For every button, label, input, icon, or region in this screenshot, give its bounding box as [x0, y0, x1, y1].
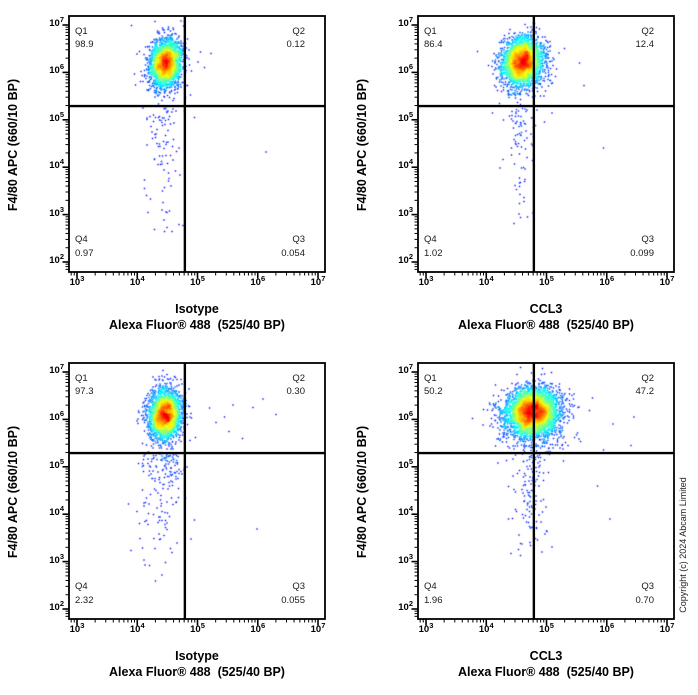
y-axis-tick-label-10e4: 104 [398, 157, 413, 172]
x-axis-tick-label-10e3: 103 [69, 274, 85, 288]
quadrant-value-q4: 2.32 [75, 595, 94, 606]
quadrant-label-q2: Q2 [292, 26, 305, 37]
x-axis-title-line2: Alexa Fluor® 488 (525/40 BP) [458, 318, 634, 332]
quadrant-label-q3: Q3 [292, 234, 305, 245]
axes-frame [62, 15, 326, 279]
y-axis-tick-label-10e3: 103 [398, 204, 413, 219]
axes-frame [411, 362, 675, 626]
x-axis-tick-label-10e5: 105 [190, 621, 205, 635]
y-axis-tick-label-10e6: 106 [49, 409, 64, 424]
x-axis-tick-label-10e3: 103 [418, 274, 434, 288]
x-axis-tick-label-10e7: 107 [659, 621, 675, 635]
y-axis-tick-label-10e2: 102 [398, 251, 413, 266]
x-axis-tick-label-10e4: 104 [478, 621, 494, 635]
y-axis-tick-label-10e7: 107 [49, 362, 64, 376]
flow-plot-isotype-rep1: F4/80 APC (660/10 BP) 103 104 105 106 107 102 1… [0, 0, 349, 348]
quadrant-label-q4: Q4 [424, 581, 437, 592]
y-axis-tick-label-10e6: 106 [49, 62, 64, 77]
scatter-canvas [69, 363, 325, 619]
x-axis-tick-label-10e6: 106 [599, 274, 615, 288]
quadrant-value-q2: 0.12 [286, 39, 306, 50]
copyright-notice: Copyright (c) 2024 Abcam Limited [678, 477, 688, 613]
x-axis-title-line1: CCL3 [529, 302, 563, 316]
axes-frame [62, 362, 326, 626]
scatter-canvas [418, 363, 674, 619]
axes-frame [411, 15, 675, 279]
quadrant-label-q2: Q2 [641, 373, 654, 384]
quadrant-label-q4: Q4 [75, 234, 88, 245]
x-axis-tick-label-10e7: 107 [310, 274, 326, 288]
flow-plot-ccl3-rep2: F4/80 APC (660/10 BP) 103 104 105 106 107 102 1… [349, 347, 698, 695]
x-axis-tick-label-10e6: 106 [250, 621, 266, 635]
x-axis-tick-label-10e6: 106 [599, 621, 615, 635]
quadrant-value-q3: 0.70 [635, 595, 655, 606]
quadrant-value-q1: 50.2 [424, 386, 443, 397]
flow-plot-isotype-rep2: F4/80 APC (660/10 BP) 103 104 105 106 107 102 1… [0, 347, 349, 695]
x-axis-tick-label-10e5: 105 [539, 621, 554, 635]
x-axis-tick-label-10e5: 105 [190, 274, 205, 288]
y-axis-tick-label-10e7: 107 [49, 15, 64, 29]
y-axis-tick-label-10e4: 104 [49, 157, 64, 172]
x-axis-tick-label-10e4: 104 [129, 621, 145, 635]
y-axis-tick-label-10e2: 102 [49, 598, 64, 613]
quadrant-value-q1: 97.3 [75, 386, 94, 397]
quadrant-label-q3: Q3 [641, 234, 654, 245]
quadrant-value-q1: 86.4 [424, 39, 443, 50]
quadrant-value-q2: 0.30 [286, 386, 306, 397]
x-axis-tick-label-10e4: 104 [478, 274, 494, 288]
quadrant-value-q3: 0.055 [281, 595, 305, 606]
y-axis-tick-label-10e6: 106 [398, 62, 413, 77]
x-axis-tick-label-10e5: 105 [539, 274, 554, 288]
y-axis-tick-label-10e4: 104 [398, 504, 413, 519]
quadrant-label-q3: Q3 [641, 581, 654, 592]
quadrant-value-q3: 0.054 [281, 248, 305, 259]
quadrant-label-q1: Q1 [424, 26, 437, 37]
quadrant-value-q4: 0.97 [75, 248, 94, 259]
quadrant-label-q2: Q2 [641, 26, 654, 37]
quadrant-value-q1: 98.9 [75, 39, 94, 50]
y-axis-tick-label-10e3: 103 [49, 551, 64, 566]
x-axis-title-line2: Alexa Fluor® 488 (525/40 BP) [109, 665, 285, 679]
x-axis-tick-label-10e7: 107 [659, 274, 675, 288]
quadrant-value-q4: 1.02 [424, 248, 443, 259]
y-axis-tick-label-10e5: 105 [49, 456, 64, 471]
y-axis-tick-label-10e2: 102 [49, 251, 64, 266]
quadrant-label-q2: Q2 [292, 373, 305, 384]
x-axis-tick-label-10e3: 103 [69, 621, 85, 635]
y-axis-tick-label-10e4: 104 [49, 504, 64, 519]
y-axis-tick-label-10e5: 105 [398, 456, 413, 471]
x-axis-tick-label-10e7: 107 [310, 621, 326, 635]
x-axis-title-line1: Isotype [175, 649, 219, 663]
scatter-canvas [69, 16, 325, 272]
y-axis-tick-label-10e5: 105 [398, 109, 413, 124]
x-axis-tick-label-10e6: 106 [250, 274, 266, 288]
x-axis-title-line1: Isotype [175, 302, 219, 316]
x-axis-tick-label-10e4: 104 [129, 274, 145, 288]
quadrant-value-q3: 0.099 [630, 248, 654, 259]
x-axis-tick-label-10e3: 103 [418, 621, 434, 635]
quadrant-label-q1: Q1 [424, 373, 437, 384]
quadrant-value-q2: 47.2 [635, 386, 655, 397]
y-axis-tick-label-10e6: 106 [398, 409, 413, 424]
quadrant-label-q4: Q4 [75, 581, 88, 592]
quadrant-value-q2: 12.4 [635, 39, 655, 50]
quadrant-label-q1: Q1 [75, 373, 88, 384]
x-axis-title-line2: Alexa Fluor® 488 (525/40 BP) [458, 665, 634, 679]
y-axis-tick-label-10e3: 103 [49, 204, 64, 219]
y-axis-tick-label-10e7: 107 [398, 15, 413, 29]
quadrant-label-q3: Q3 [292, 581, 305, 592]
quadrant-label-q4: Q4 [424, 234, 437, 245]
y-axis-tick-label-10e5: 105 [49, 109, 64, 124]
scatter-canvas [418, 16, 674, 272]
quadrant-label-q1: Q1 [75, 26, 88, 37]
flow-plot-ccl3-rep1: F4/80 APC (660/10 BP) 103 104 105 106 107 102 1… [349, 0, 698, 348]
y-axis-tick-label-10e7: 107 [398, 362, 413, 376]
quadrant-value-q4: 1.96 [424, 595, 443, 606]
x-axis-title-line1: CCL3 [529, 649, 563, 663]
x-axis-title-line2: Alexa Fluor® 488 (525/40 BP) [109, 318, 285, 332]
y-axis-tick-label-10e3: 103 [398, 551, 413, 566]
y-axis-tick-label-10e2: 102 [398, 598, 413, 613]
